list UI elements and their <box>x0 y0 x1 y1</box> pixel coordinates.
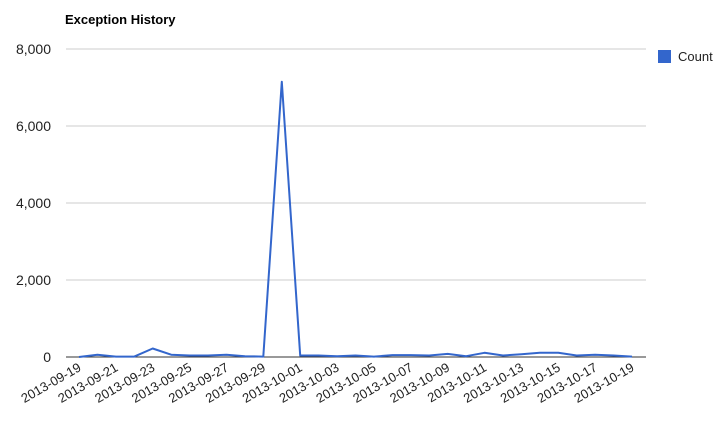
data-point[interactable] <box>94 352 100 358</box>
data-point[interactable] <box>316 353 322 359</box>
data-point[interactable] <box>297 353 303 359</box>
legend-swatch-count <box>658 50 671 63</box>
data-point[interactable] <box>334 353 340 359</box>
data-point[interactable] <box>242 353 248 359</box>
data-point[interactable] <box>389 352 395 358</box>
data-point[interactable] <box>426 353 432 359</box>
data-point[interactable] <box>500 353 506 359</box>
data-point[interactable] <box>555 350 561 356</box>
data-point[interactable] <box>518 351 524 357</box>
legend[interactable]: Count <box>658 49 713 64</box>
series-line-count[interactable] <box>78 80 633 358</box>
data-point[interactable] <box>353 353 359 359</box>
data-point[interactable] <box>592 352 598 358</box>
data-point[interactable] <box>463 353 469 359</box>
data-point[interactable] <box>482 350 488 356</box>
legend-label-count: Count <box>678 49 713 64</box>
data-point[interactable] <box>150 346 156 352</box>
chart-title: Exception History <box>65 12 176 27</box>
y-tick-label: 0 <box>43 349 51 365</box>
gridlines <box>66 48 646 281</box>
data-point[interactable] <box>187 353 193 359</box>
data-point[interactable] <box>629 354 635 360</box>
data-point[interactable] <box>371 354 377 360</box>
y-axis-tick-labels: 0 2,000 4,000 6,000 8,000 <box>16 41 51 365</box>
y-tick-label: 8,000 <box>16 41 51 57</box>
data-point[interactable] <box>131 354 137 360</box>
y-tick-label: 4,000 <box>16 195 51 211</box>
data-point[interactable] <box>537 350 543 356</box>
data-point[interactable] <box>168 352 174 358</box>
data-point[interactable] <box>445 351 451 357</box>
data-point[interactable] <box>279 79 285 85</box>
x-axis-tick-labels: 2013-09-192013-09-212013-09-232013-09-25… <box>18 360 636 406</box>
series-lines <box>76 79 635 360</box>
data-point[interactable] <box>574 353 580 359</box>
y-tick-label: 2,000 <box>16 272 51 288</box>
y-tick-label: 6,000 <box>16 118 51 134</box>
data-point[interactable] <box>224 352 230 358</box>
data-point[interactable] <box>113 354 119 360</box>
data-point[interactable] <box>260 354 266 360</box>
data-point[interactable] <box>205 353 211 359</box>
data-point[interactable] <box>76 354 82 360</box>
data-point[interactable] <box>408 352 414 358</box>
data-point[interactable] <box>611 353 617 359</box>
